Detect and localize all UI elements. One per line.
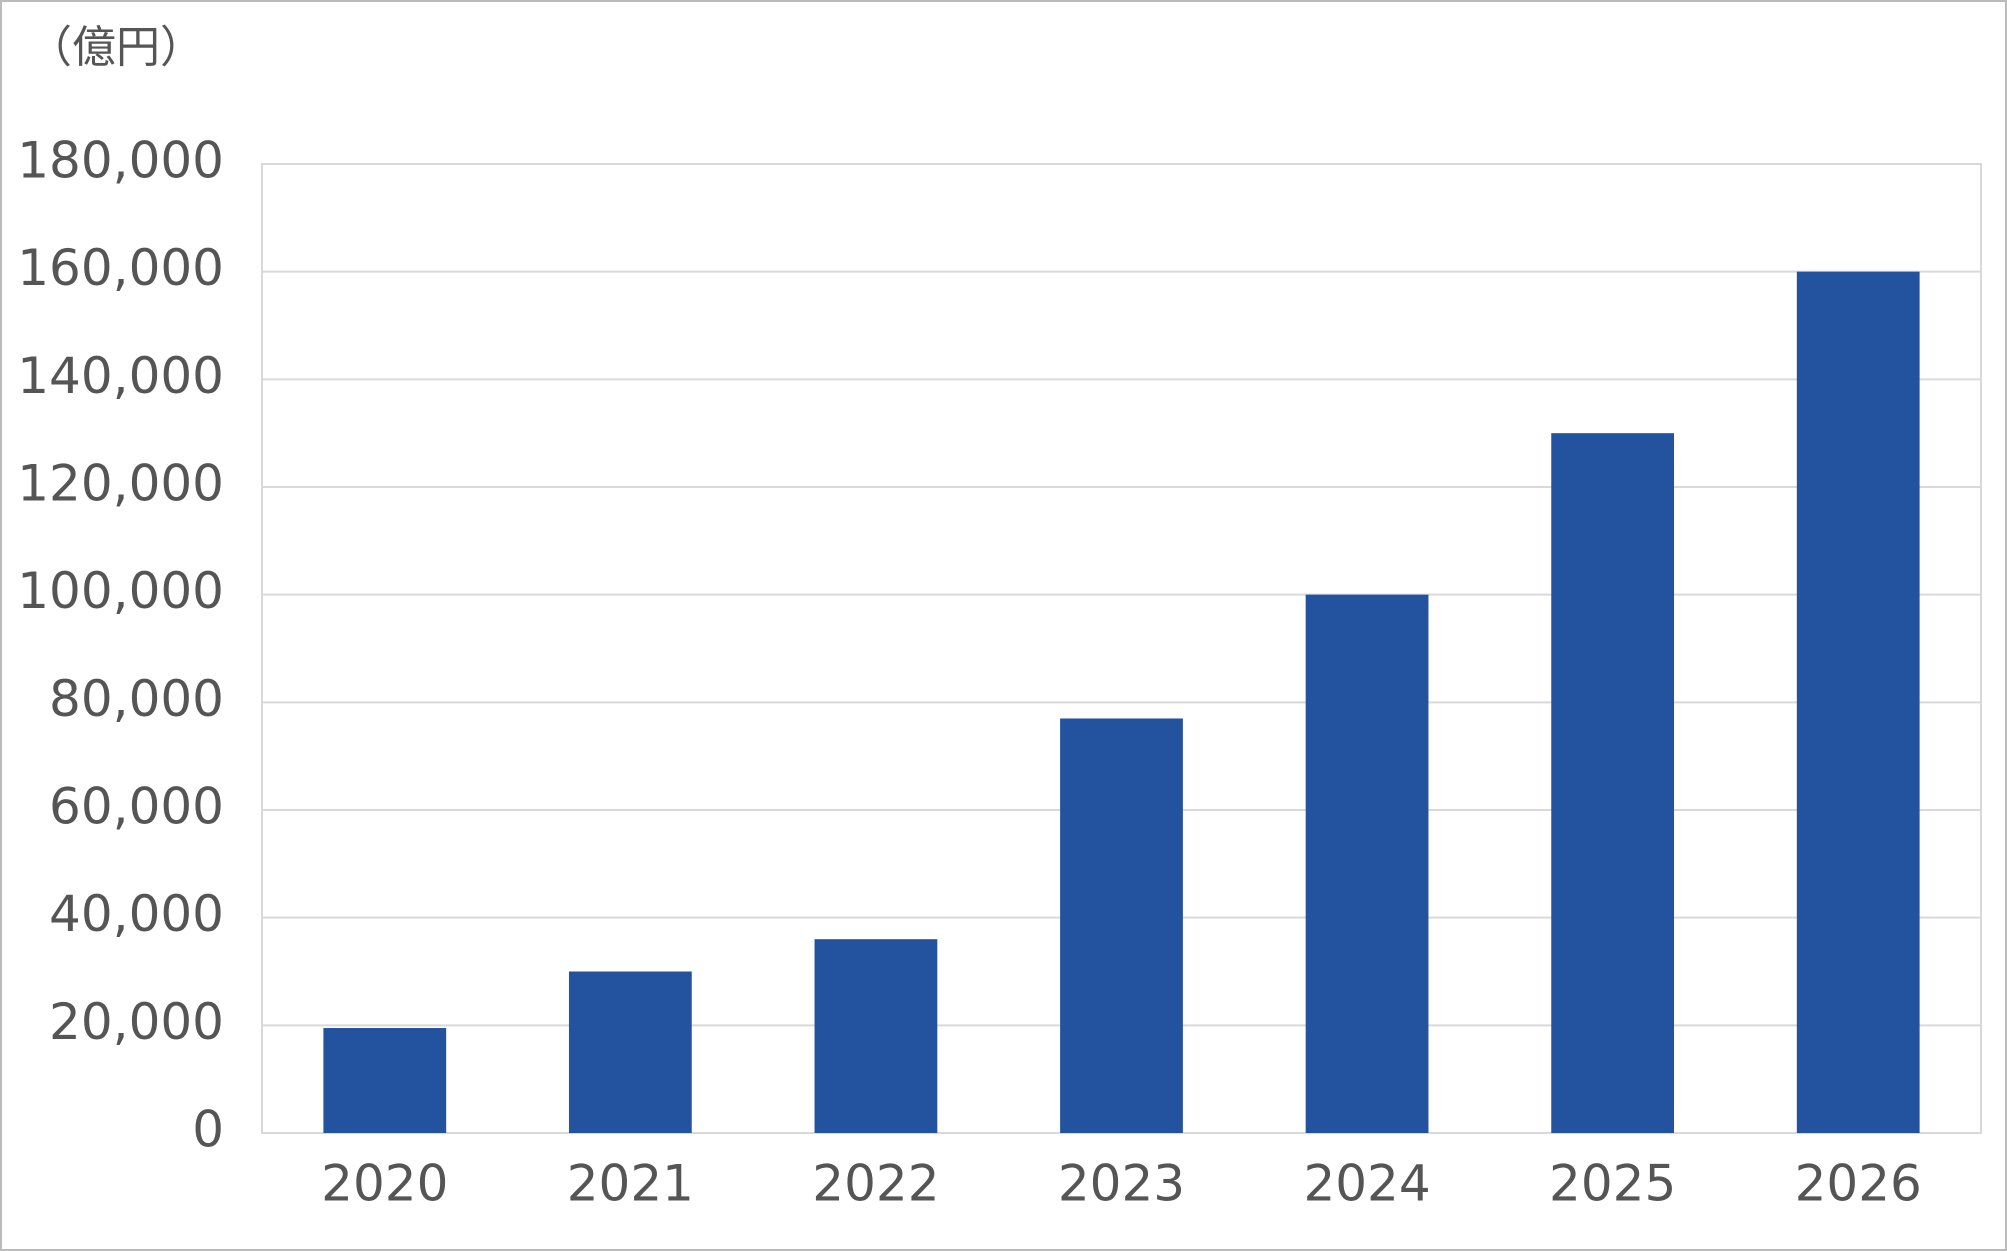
bar xyxy=(1796,271,1920,1134)
bar xyxy=(1551,433,1675,1134)
y-tick-label: 120,000 xyxy=(17,455,224,513)
y-tick-label: 0 xyxy=(192,1101,224,1159)
y-tick-label: 40,000 xyxy=(49,885,224,943)
y-tick-label: 140,000 xyxy=(17,347,224,405)
bar xyxy=(323,1028,447,1133)
y-tick-label: 100,000 xyxy=(17,562,224,620)
y-axis-label: （億円） xyxy=(28,22,204,73)
y-tick-label: 60,000 xyxy=(49,778,224,836)
y-tick-label: 180,000 xyxy=(17,132,224,190)
x-tick-label: 2022 xyxy=(812,1155,939,1213)
bar xyxy=(1060,718,1183,1133)
x-tick-label: 2021 xyxy=(567,1155,694,1213)
y-tick-label: 160,000 xyxy=(17,239,224,297)
bar xyxy=(568,971,692,1133)
y-tick-label: 20,000 xyxy=(49,993,224,1051)
x-tick-label: 2020 xyxy=(321,1155,448,1213)
bar xyxy=(1305,594,1429,1133)
x-tick-label: 2024 xyxy=(1303,1155,1430,1213)
x-tick-label: 2026 xyxy=(1795,1155,1922,1213)
x-tick-label: 2023 xyxy=(1058,1155,1185,1213)
x-tick-label: 2025 xyxy=(1549,1155,1676,1213)
y-tick-label: 80,000 xyxy=(49,670,224,728)
bar xyxy=(814,939,938,1133)
